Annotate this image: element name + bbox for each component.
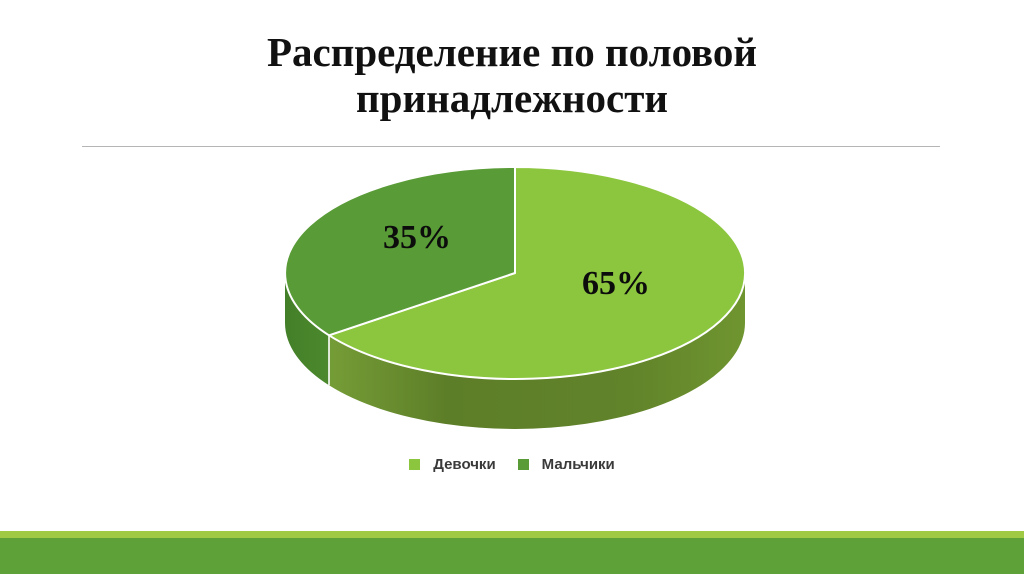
- legend-item-girls: Девочки: [409, 456, 496, 473]
- legend-label-boys: Мальчики: [541, 456, 615, 473]
- title-divider: [82, 146, 940, 147]
- pie-side-girls: [329, 273, 745, 429]
- footer-accent-strip: [0, 531, 1024, 538]
- slice-label-boys: 35%: [383, 219, 451, 256]
- pie-slice-girls: [328, 166, 747, 380]
- legend-label-girls: Девочки: [433, 456, 496, 473]
- footer-bar: [0, 538, 1024, 574]
- slice-label-girls: 65%: [582, 265, 650, 302]
- pie-side-boys: [285, 273, 329, 386]
- legend-swatch-girls: [409, 459, 421, 470]
- pie-slice-boys: [284, 166, 516, 337]
- page-title: Распределение по половой принадлежности: [266, 29, 758, 121]
- legend-item-boys: Мальчики: [517, 456, 615, 473]
- legend-swatch-boys: [517, 459, 529, 470]
- chart-legend: Девочки Мальчики: [0, 456, 1024, 473]
